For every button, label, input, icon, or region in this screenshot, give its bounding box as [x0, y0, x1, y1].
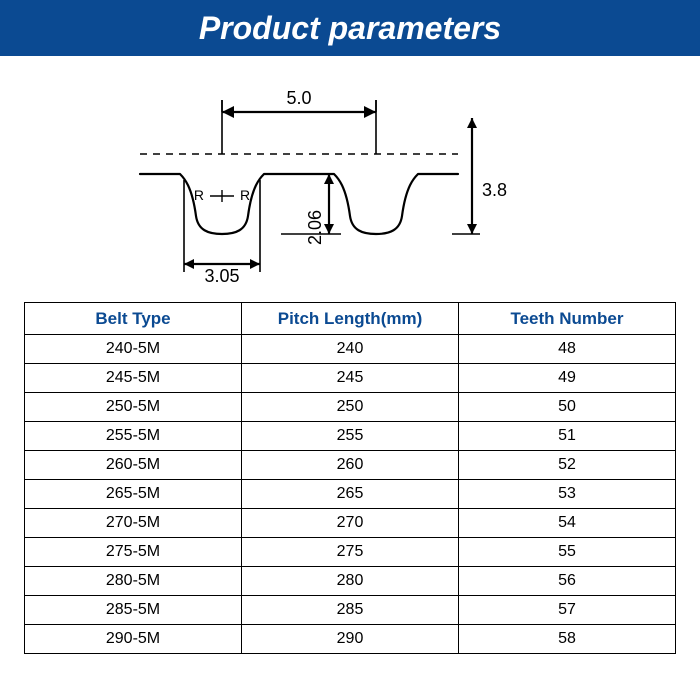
- belt-profile-diagram: 5.0 3.05 2.06 3.8 R R: [0, 56, 700, 302]
- table-cell: 275-5M: [25, 538, 242, 567]
- table-header-row: Belt TypePitch Length(mm)Teeth Number: [25, 303, 676, 335]
- table-cell: 54: [459, 509, 676, 538]
- svg-text:3.8: 3.8: [482, 180, 507, 200]
- table-cell: 48: [459, 335, 676, 364]
- svg-text:3.05: 3.05: [204, 266, 239, 284]
- table-cell: 245: [242, 364, 459, 393]
- belt-profile-svg: 5.0 3.05 2.06 3.8 R R: [120, 74, 580, 284]
- table-cell: 250: [242, 393, 459, 422]
- table-row: 240-5M24048: [25, 335, 676, 364]
- table-cell: 245-5M: [25, 364, 242, 393]
- svg-text:5.0: 5.0: [286, 88, 311, 108]
- table-cell: 260-5M: [25, 451, 242, 480]
- table-body: 240-5M24048245-5M24549250-5M25050255-5M2…: [25, 335, 676, 654]
- table-cell: 260: [242, 451, 459, 480]
- table-cell: 58: [459, 625, 676, 654]
- table-cell: 270: [242, 509, 459, 538]
- table-cell: 275: [242, 538, 459, 567]
- page-header: Product parameters: [0, 0, 700, 56]
- table-cell: 56: [459, 567, 676, 596]
- table-cell: 290: [242, 625, 459, 654]
- table-cell: 255: [242, 422, 459, 451]
- table-cell: 290-5M: [25, 625, 242, 654]
- parameters-table-wrap: Belt TypePitch Length(mm)Teeth Number 24…: [0, 302, 700, 654]
- table-row: 290-5M29058: [25, 625, 676, 654]
- svg-text:2.06: 2.06: [305, 210, 325, 245]
- table-cell: 280-5M: [25, 567, 242, 596]
- table-row: 280-5M28056: [25, 567, 676, 596]
- table-cell: 270-5M: [25, 509, 242, 538]
- table-cell: 49: [459, 364, 676, 393]
- table-cell: 280: [242, 567, 459, 596]
- svg-text:R: R: [240, 187, 250, 203]
- table-row: 275-5M27555: [25, 538, 676, 567]
- table-cell: 240-5M: [25, 335, 242, 364]
- table-cell: 52: [459, 451, 676, 480]
- table-row: 255-5M25551: [25, 422, 676, 451]
- table-cell: 265: [242, 480, 459, 509]
- table-cell: 53: [459, 480, 676, 509]
- table-cell: 50: [459, 393, 676, 422]
- table-cell: 55: [459, 538, 676, 567]
- table-row: 285-5M28557: [25, 596, 676, 625]
- table-header-cell: Teeth Number: [459, 303, 676, 335]
- table-cell: 51: [459, 422, 676, 451]
- table-cell: 240: [242, 335, 459, 364]
- table-row: 260-5M26052: [25, 451, 676, 480]
- table-cell: 285-5M: [25, 596, 242, 625]
- table-cell: 285: [242, 596, 459, 625]
- table-row: 245-5M24549: [25, 364, 676, 393]
- table-row: 265-5M26553: [25, 480, 676, 509]
- page-title: Product parameters: [199, 10, 501, 46]
- table-row: 270-5M27054: [25, 509, 676, 538]
- table-cell: 57: [459, 596, 676, 625]
- table-row: 250-5M25050: [25, 393, 676, 422]
- svg-text:R: R: [194, 187, 204, 203]
- table-cell: 250-5M: [25, 393, 242, 422]
- table-cell: 265-5M: [25, 480, 242, 509]
- table-cell: 255-5M: [25, 422, 242, 451]
- parameters-table: Belt TypePitch Length(mm)Teeth Number 24…: [24, 302, 676, 654]
- table-header-cell: Belt Type: [25, 303, 242, 335]
- table-header-cell: Pitch Length(mm): [242, 303, 459, 335]
